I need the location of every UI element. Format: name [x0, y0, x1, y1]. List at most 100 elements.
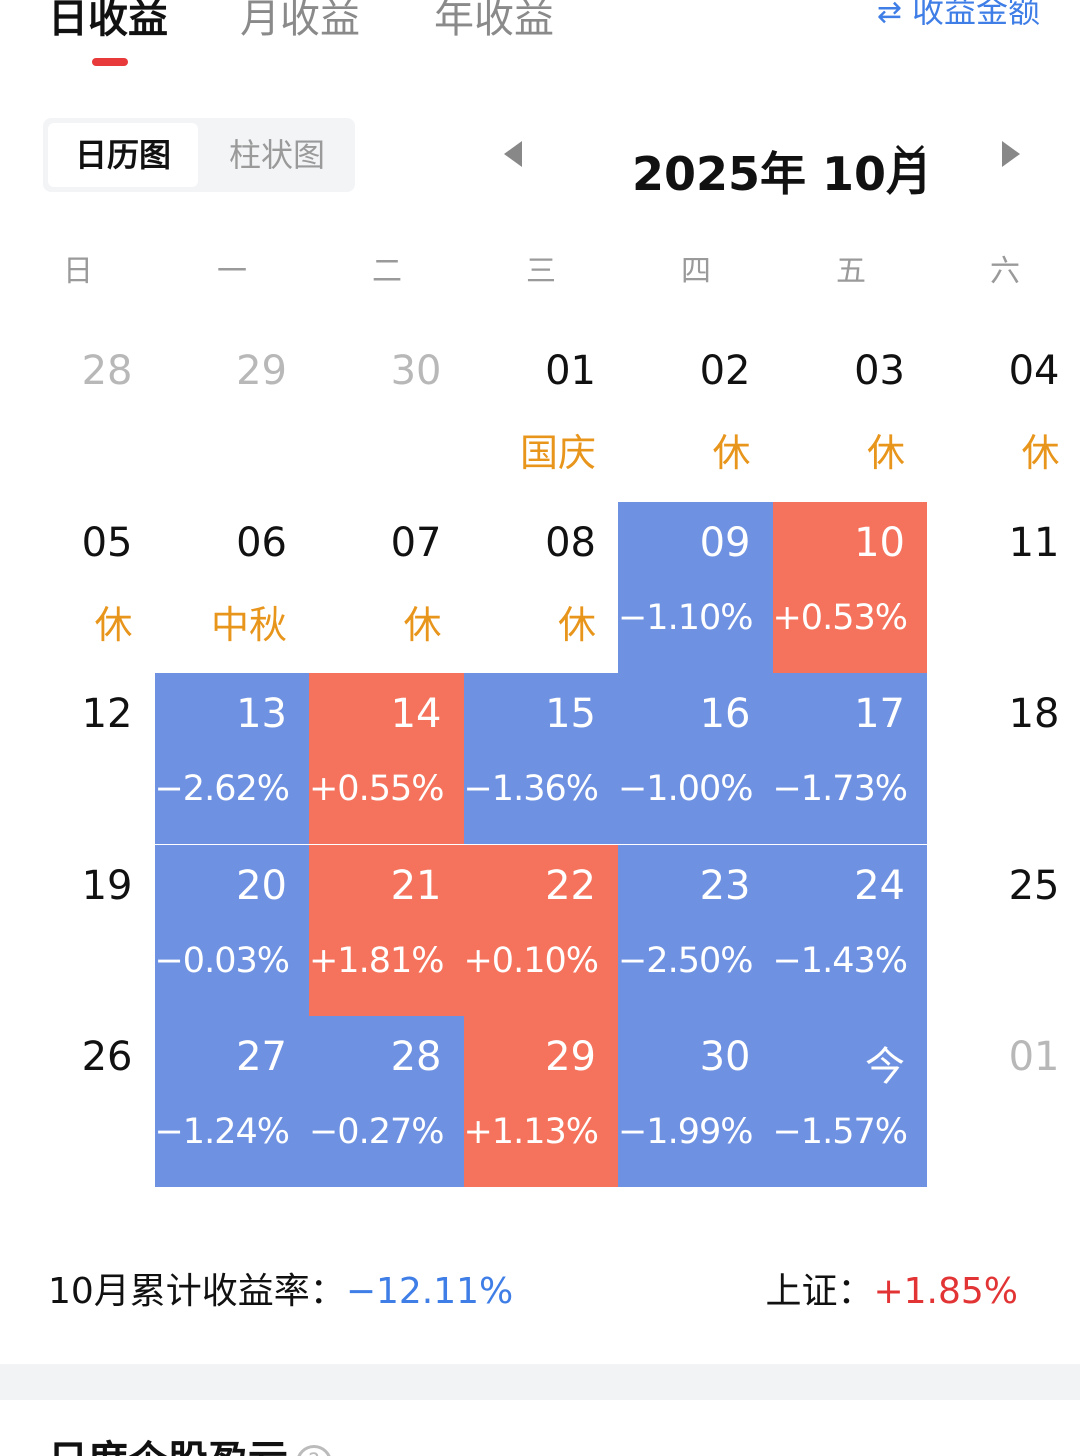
calendar-day-cell[interactable]: 02 休	[618, 330, 773, 501]
returns-tabs: 日收益 月收益 年收益 ⇄ 收益金额	[0, 0, 1080, 80]
calendar-day-cell[interactable]: 27 −1.24%	[154, 1016, 309, 1187]
day-number: 30	[699, 1034, 751, 1080]
daily-return-value: −1.10%	[617, 597, 754, 638]
weekday-label: 二	[372, 254, 402, 289]
day-number: 13	[236, 691, 287, 737]
daily-return-value: −2.50%	[617, 940, 754, 981]
calendar-day-cell[interactable]: 04 休	[927, 330, 1080, 501]
day-number: 25	[1008, 862, 1060, 909]
calendar-day-cell[interactable]: 24 −1.43%	[772, 844, 927, 1016]
section-divider	[0, 1364, 1080, 1400]
day-number: 22	[545, 862, 596, 909]
daily-return-value: −1.36%	[463, 769, 599, 809]
calendar-day-cell[interactable]: 28 −0.27%	[309, 1016, 464, 1187]
next-month-icon[interactable]	[1002, 141, 1020, 167]
calendar-day-cell[interactable]: 12	[0, 673, 155, 844]
daily-return-value: −1.99%	[617, 1112, 754, 1152]
calendar-day-cell[interactable]: 11	[927, 502, 1080, 673]
active-tab-indicator	[92, 58, 128, 66]
calendar-day-cell[interactable]: 06 中秋	[155, 502, 310, 673]
bar-chart-view-button[interactable]: 柱状图	[228, 136, 325, 174]
weekday-label: 一	[217, 254, 247, 289]
day-number: 28	[81, 348, 133, 394]
tab-yearly-returns[interactable]: 年收益	[434, 0, 554, 42]
calendar-day-cell[interactable]: 01	[927, 1016, 1080, 1187]
calendar-day-cell[interactable]: 15 −1.36%	[463, 673, 618, 844]
calendar-day-cell[interactable]: 16 −1.00%	[618, 673, 773, 844]
calendar-day-cell[interactable]: 30	[309, 330, 464, 501]
weekday-label: 日	[63, 254, 93, 289]
weekday-label: 四	[681, 254, 711, 289]
daily-return-value: −1.73%	[772, 769, 908, 809]
daily-return-value: −2.62%	[154, 769, 290, 809]
day-number: 17	[854, 691, 905, 737]
daily-return-value: +0.55%	[308, 769, 445, 809]
day-number: 23	[699, 862, 751, 909]
day-number: 01	[1008, 1034, 1060, 1080]
day-number: 20	[236, 862, 287, 909]
view-switch: 日历图 柱状图	[43, 118, 355, 192]
month-selector[interactable]: 2025年 10月	[632, 147, 933, 201]
calendar-day-cell[interactable]: 20 −0.03%	[154, 844, 309, 1016]
calendar-day-cell[interactable]: 19	[0, 845, 155, 1016]
daily-return-value: −1.00%	[617, 769, 754, 809]
day-number: 今	[865, 1044, 905, 1090]
day-number: 29	[236, 348, 287, 394]
calendar-day-cell[interactable]: 07 休	[309, 502, 464, 673]
calendar-view-button[interactable]: 日历图	[48, 123, 198, 187]
calendar-day-cell[interactable]: 29	[155, 330, 310, 501]
cumulative-return-label: 10月累计收益率：	[48, 1271, 346, 1312]
day-number: 30	[390, 348, 442, 394]
day-number: 10	[854, 519, 905, 566]
calendar-day-cell[interactable]: 05 休	[0, 502, 155, 673]
calendar-day-cell[interactable]: 30 −1.99%	[618, 1016, 773, 1187]
day-number: 02	[699, 348, 751, 394]
daily-return-value: +1.81%	[308, 940, 445, 981]
calendar-day-cell[interactable]: 25	[927, 845, 1080, 1016]
day-number: 18	[1008, 691, 1060, 737]
day-number: 27	[236, 1034, 287, 1080]
calendar-day-cell[interactable]: 18	[927, 673, 1080, 844]
day-number: 04	[1008, 348, 1060, 394]
holiday-label: 休	[403, 602, 442, 647]
tab-daily-returns[interactable]: 日收益	[48, 0, 168, 42]
cumulative-return: 10月累计收益率：−12.11%	[48, 1262, 513, 1314]
next-section-title-text: 日度个股盈亏	[48, 1438, 288, 1456]
calendar-day-cell[interactable]: 29 +1.13%	[463, 1016, 618, 1187]
calendar-day-cell[interactable]: 28	[0, 330, 155, 501]
daily-return-value: −1.43%	[772, 940, 908, 981]
help-icon[interactable]: ?	[296, 1445, 332, 1456]
calendar-day-cell[interactable]: 22 +0.10%	[463, 844, 618, 1016]
calendar-day-cell[interactable]: 03 休	[773, 330, 928, 501]
daily-return-value: −0.03%	[154, 940, 290, 981]
day-number: 08	[545, 519, 596, 566]
day-number: 21	[390, 862, 442, 909]
day-number: 28	[390, 1034, 442, 1080]
daily-return-value: −1.24%	[154, 1112, 290, 1152]
calendar-day-cell[interactable]: 23 −2.50%	[617, 844, 773, 1016]
calendar-day-cell[interactable]: 09 −1.10%	[617, 501, 773, 673]
calendar-day-cell[interactable]: 14 +0.55%	[309, 673, 464, 844]
calendar-day-cell[interactable]: 08 休	[464, 502, 619, 673]
day-number: 24	[854, 862, 905, 909]
calendar-day-cell[interactable]: 今 −1.57%	[772, 1016, 927, 1187]
day-number: 15	[545, 691, 596, 737]
calendar-day-cell[interactable]: 13 −2.62%	[154, 673, 309, 844]
calendar-day-cell[interactable]: 17 −1.73%	[772, 673, 927, 844]
index-return: 上证：+1.85%	[765, 1262, 1018, 1314]
tab-monthly-returns[interactable]: 月收益	[240, 0, 360, 42]
day-number: 12	[81, 691, 133, 737]
chevron-down-icon[interactable]	[894, 140, 926, 166]
calendar-day-cell[interactable]: 26	[0, 1016, 155, 1187]
index-return-label: 上证：	[765, 1271, 874, 1312]
weekday-label: 五	[836, 254, 866, 289]
calendar-day-cell[interactable]: 10 +0.53%	[772, 501, 927, 673]
daily-return-value: −0.27%	[308, 1112, 445, 1152]
calendar-day-cell[interactable]: 21 +1.81%	[308, 844, 464, 1016]
day-number: 05	[81, 519, 133, 566]
calendar-day-cell[interactable]: 01 国庆	[464, 330, 619, 501]
return-amount-label: 收益金额	[911, 0, 1040, 30]
previous-month-icon[interactable]	[504, 141, 522, 167]
return-amount-toggle[interactable]: ⇄ 收益金额	[877, 0, 1040, 32]
